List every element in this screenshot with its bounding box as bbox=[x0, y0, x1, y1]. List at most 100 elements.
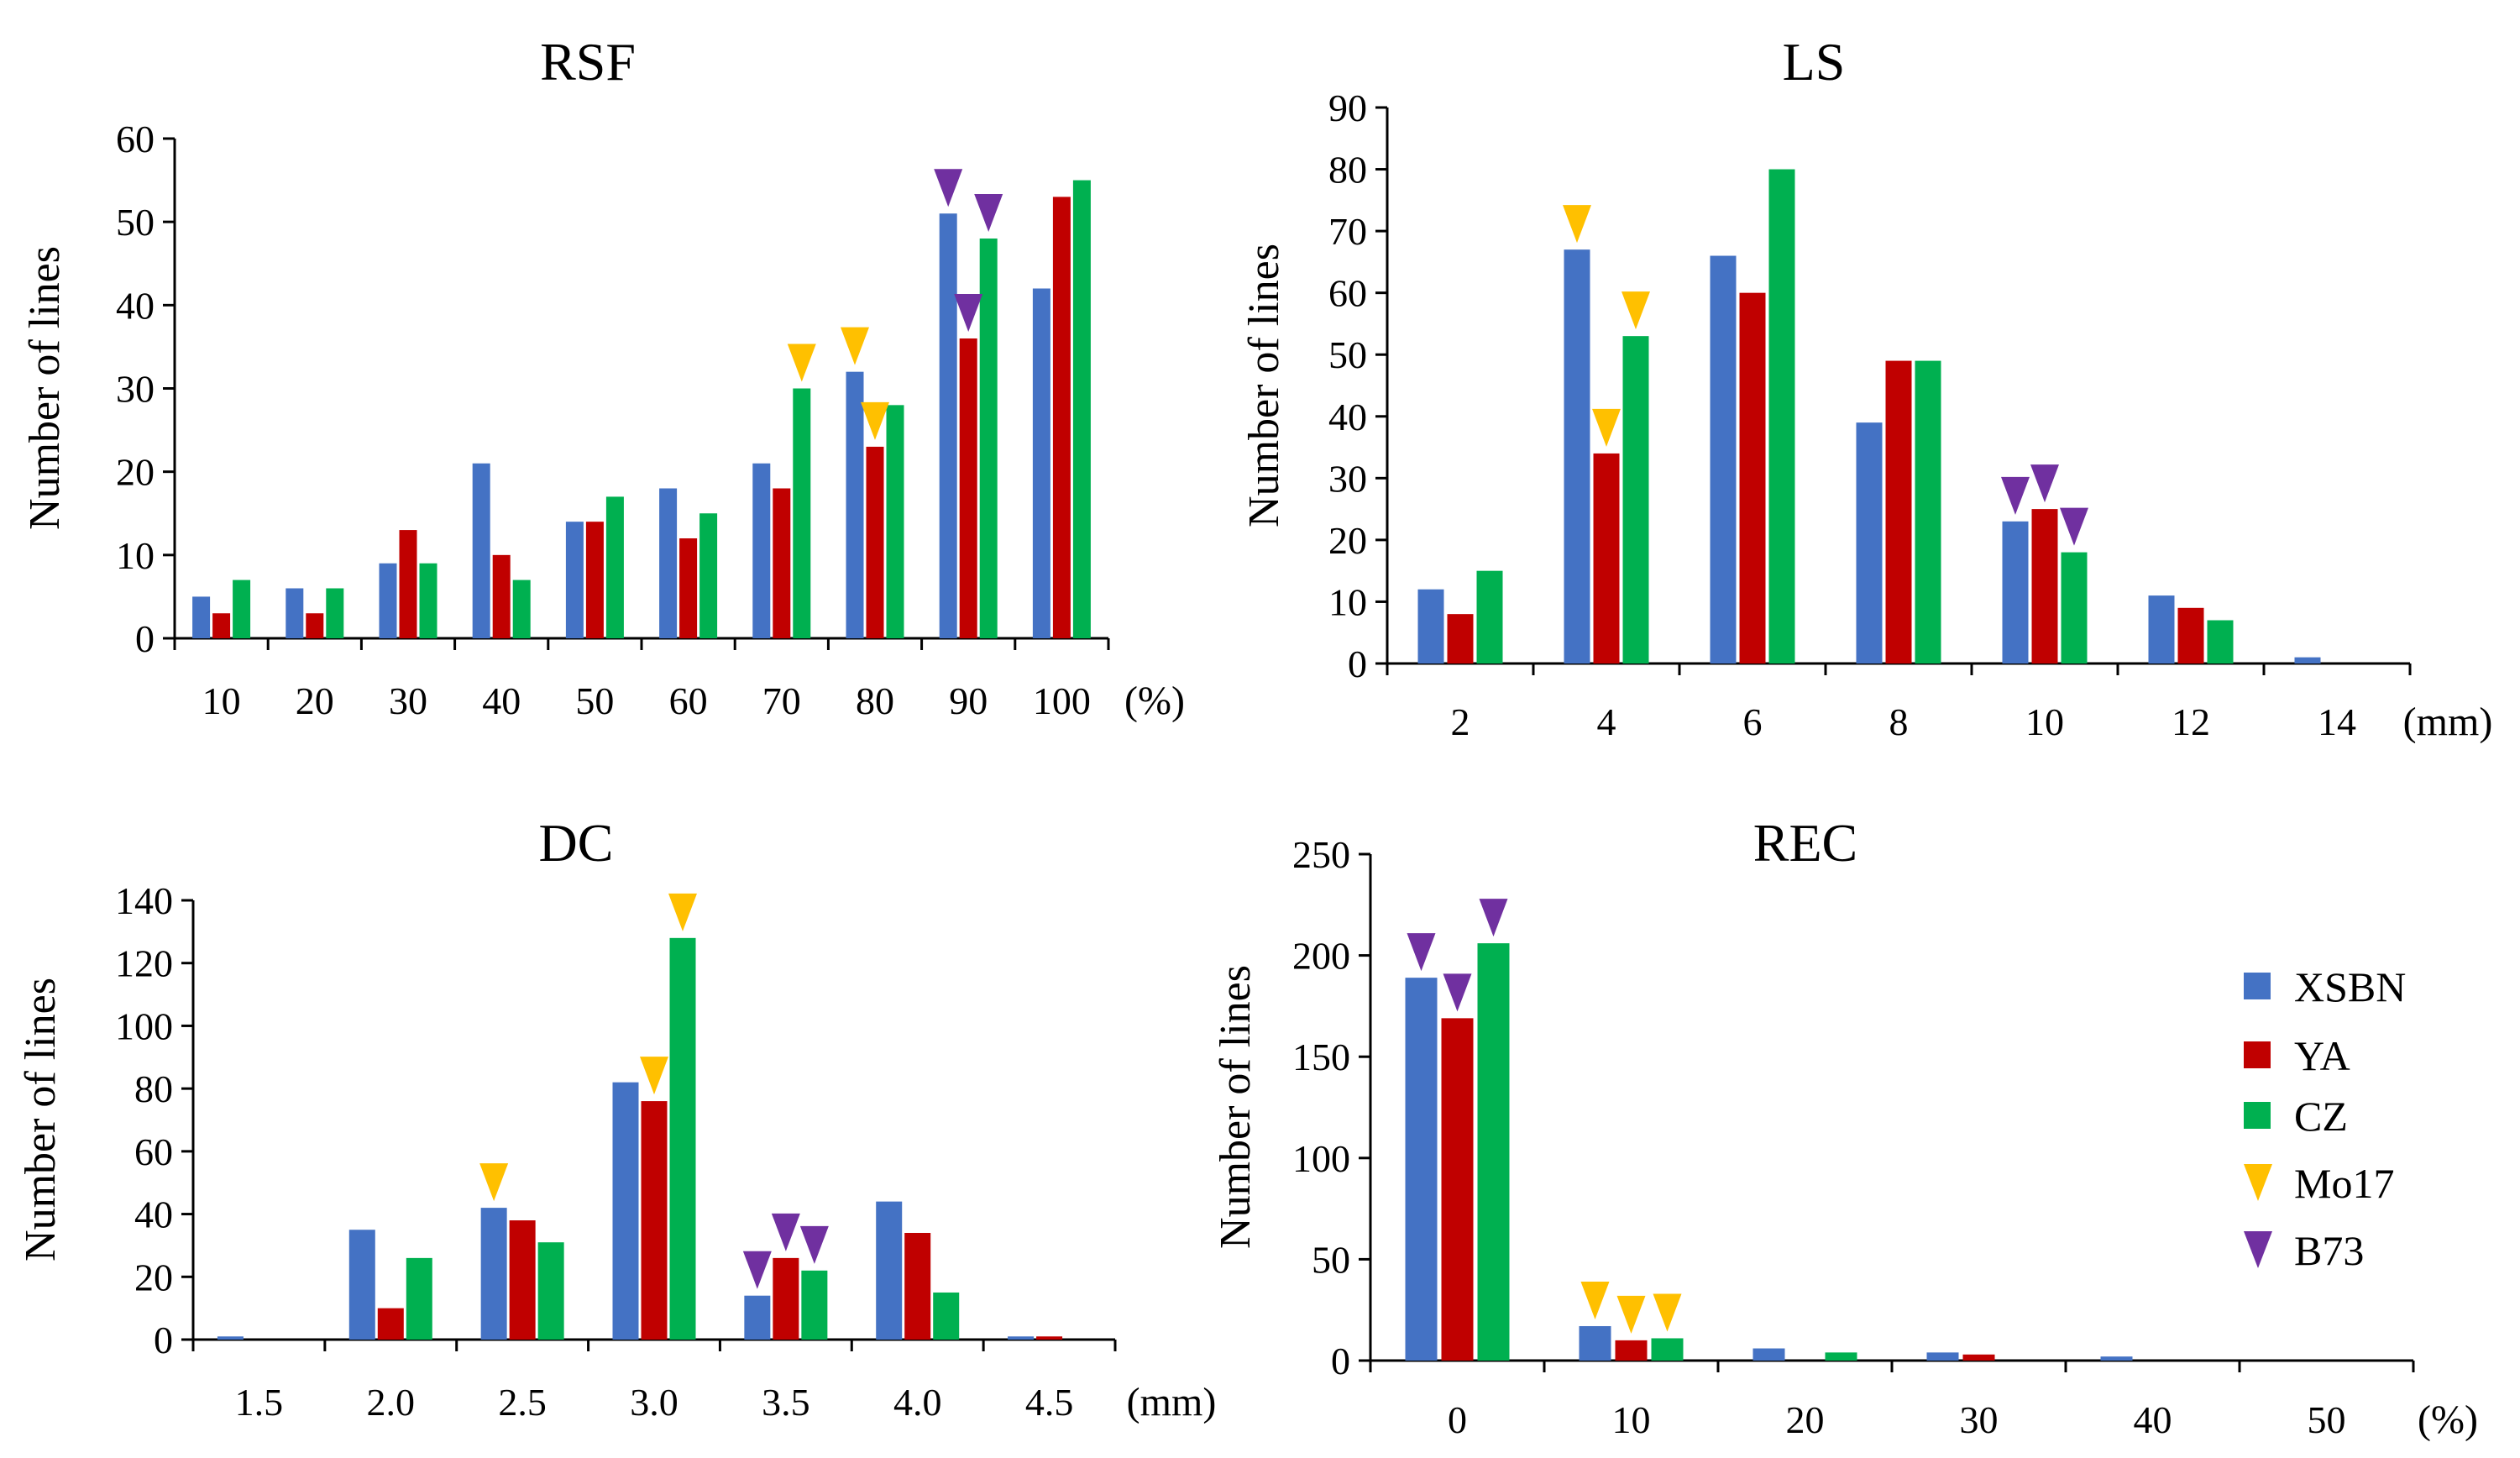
bar-ya-6 bbox=[1739, 292, 1766, 663]
bar-xsbn-4 bbox=[1564, 249, 1590, 663]
y-axis-label: Number of lines bbox=[1212, 965, 1260, 1249]
bar-cz-10 bbox=[1651, 1338, 1684, 1361]
bar-ya-20 bbox=[306, 613, 324, 638]
x-unit-label: (mm) bbox=[1127, 1380, 1217, 1424]
y-axis-label: Number of lines bbox=[17, 978, 65, 1261]
x-tick-label: 4.0 bbox=[893, 1381, 942, 1424]
bar-xsbn-2 bbox=[1417, 589, 1444, 663]
x-tick-label: 50 bbox=[2308, 1398, 2346, 1441]
bar-xsbn-6 bbox=[1710, 255, 1737, 663]
bar-ya-100 bbox=[1052, 197, 1071, 638]
bar-xsbn-30 bbox=[379, 563, 397, 638]
bar-ya-80 bbox=[866, 446, 884, 638]
b73-marker bbox=[771, 1213, 800, 1251]
bar-cz-3.0 bbox=[669, 937, 696, 1340]
y-tick-label: 20 bbox=[116, 451, 155, 494]
bar-ya-40 bbox=[492, 554, 511, 638]
bar-cz-70 bbox=[793, 388, 811, 638]
x-tick-label: 10 bbox=[202, 679, 241, 722]
y-tick-label: 30 bbox=[116, 368, 155, 411]
y-tick-label: 70 bbox=[1328, 210, 1367, 253]
bar-xsbn-2.0 bbox=[348, 1230, 375, 1340]
chart-rsf: RSF Number of lines 0 10 20 30 40 50 60 10 20 30 40 5… bbox=[21, 32, 1185, 723]
bar-xsbn-100 bbox=[1032, 288, 1050, 638]
x-tick-label: 30 bbox=[389, 679, 427, 722]
bar-ya-8 bbox=[1885, 360, 1912, 663]
x-unit-label: (%) bbox=[1124, 679, 1185, 723]
bar-ya-2.0 bbox=[377, 1308, 404, 1340]
legend-marker-b73 bbox=[2244, 1231, 2272, 1268]
bar-xsbn-8 bbox=[1856, 422, 1883, 663]
bar-cz-4.0 bbox=[933, 1292, 960, 1340]
chart-rec: REC Number of lines 0 50 100 150 200 250 0 10 20 30… bbox=[1212, 813, 2478, 1442]
y-tick-label: 0 bbox=[135, 617, 155, 660]
bar-ya-70 bbox=[773, 488, 791, 638]
legend-swatch-cz bbox=[2244, 1102, 2271, 1129]
b73-marker bbox=[799, 1225, 829, 1264]
y-tick-label: 50 bbox=[1328, 333, 1367, 376]
x-tick-label: 20 bbox=[296, 679, 334, 722]
bar-cz-10 bbox=[2061, 552, 2088, 663]
legend-label: Mo17 bbox=[2294, 1160, 2394, 1207]
mo17-marker bbox=[1653, 1293, 1682, 1332]
bar-ya-30 bbox=[399, 530, 417, 638]
bar-xsbn-70 bbox=[752, 463, 771, 638]
b73-marker bbox=[1479, 899, 1508, 937]
bar-xsbn-90 bbox=[939, 213, 957, 638]
x-tick-label: 2.5 bbox=[498, 1381, 547, 1424]
bar-xsbn-50 bbox=[565, 522, 584, 638]
legend-label: CZ bbox=[2294, 1093, 2348, 1140]
x-tick-label: 100 bbox=[1033, 679, 1091, 722]
y-tick-label: 80 bbox=[134, 1067, 173, 1110]
bar-xsbn-60 bbox=[659, 488, 678, 638]
bar-ya-90 bbox=[959, 338, 977, 638]
x-tick-label: 10 bbox=[2025, 700, 2064, 743]
bar-cz-8 bbox=[1915, 360, 1941, 663]
b73-marker bbox=[1407, 933, 1436, 972]
bar-ya-10 bbox=[2031, 509, 2058, 663]
chart-title: DC bbox=[539, 813, 614, 873]
bar-xsbn-14 bbox=[2294, 657, 2321, 663]
x-tick-label: 10 bbox=[1612, 1398, 1651, 1441]
x-tick-label: 40 bbox=[482, 679, 521, 722]
x-tick-label: 3.5 bbox=[762, 1381, 810, 1424]
bar-ya-4.0 bbox=[904, 1232, 931, 1340]
b73-marker bbox=[2060, 507, 2088, 546]
bar-xsbn-20 bbox=[1752, 1348, 1785, 1361]
bar-ya-4.5 bbox=[1036, 1336, 1063, 1340]
bar-cz-20 bbox=[326, 588, 344, 638]
legend-label: XSBN bbox=[2294, 963, 2406, 1010]
bar-cz-2.0 bbox=[406, 1257, 432, 1340]
bar-cz-2.5 bbox=[537, 1242, 564, 1340]
bar-ya-0 bbox=[1441, 1018, 1474, 1361]
y-tick-label: 150 bbox=[1292, 1036, 1350, 1078]
b73-marker bbox=[954, 294, 983, 332]
mo17-marker bbox=[1592, 408, 1621, 447]
bar-cz-100 bbox=[1072, 180, 1091, 639]
x-tick-label: 6 bbox=[1743, 700, 1763, 743]
x-tick-label: 0 bbox=[1448, 1398, 1467, 1441]
bar-cz-90 bbox=[979, 239, 998, 638]
bar-ya-2.5 bbox=[509, 1220, 536, 1340]
x-tick-label: 4.5 bbox=[1025, 1381, 1074, 1424]
bar-xsbn-3.0 bbox=[612, 1082, 639, 1340]
x-tick-label: 20 bbox=[1786, 1398, 1825, 1441]
bar-ya-2 bbox=[1447, 614, 1474, 663]
bar-cz-2 bbox=[1476, 570, 1503, 663]
b73-marker bbox=[974, 194, 1003, 232]
y-tick-label: 200 bbox=[1292, 935, 1350, 978]
b73-marker bbox=[1443, 973, 1472, 1012]
bar-xsbn-10 bbox=[192, 596, 211, 638]
y-tick-label: 40 bbox=[116, 284, 155, 327]
bar-xsbn-12 bbox=[2148, 595, 2175, 663]
y-tick-label: 100 bbox=[115, 1004, 173, 1047]
y-tick-label: 0 bbox=[154, 1319, 173, 1361]
bar-xsbn-4.5 bbox=[1008, 1336, 1035, 1340]
x-tick-label: 60 bbox=[669, 679, 708, 722]
mo17-marker bbox=[1621, 291, 1650, 330]
bar-ya-30 bbox=[1962, 1354, 1995, 1361]
x-tick-label: 12 bbox=[2172, 700, 2210, 743]
bar-cz-30 bbox=[419, 563, 437, 638]
bar-cz-50 bbox=[605, 496, 624, 638]
